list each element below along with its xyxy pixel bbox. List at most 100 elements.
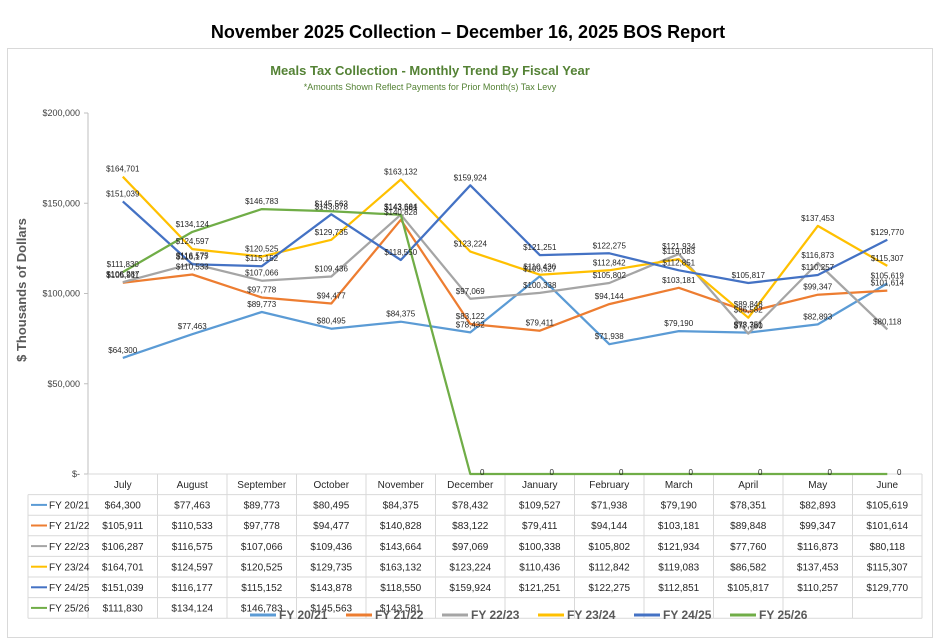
table-cell: $116,873: [797, 542, 838, 553]
data-point-label: 0: [550, 468, 555, 477]
data-point-label: $109,527: [523, 264, 557, 273]
data-point-label: $116,575: [176, 252, 209, 261]
data-point-label: $109,436: [315, 264, 349, 273]
data-point-label: $121,251: [523, 243, 557, 252]
table-cell: $137,453: [797, 562, 839, 573]
data-point-label: $143,581: [384, 203, 418, 212]
table-cell: $77,463: [174, 501, 211, 512]
table-cell: $78,351: [730, 501, 767, 512]
table-cell: $97,778: [244, 521, 281, 532]
data-point-label: $164,701: [106, 165, 140, 174]
x-category-label: December: [447, 480, 494, 491]
table-cell: $77,760: [730, 542, 767, 553]
data-point-label: $143,664: [384, 203, 418, 212]
table-cell: $143,878: [310, 583, 352, 594]
table-cell: $94,477: [313, 521, 350, 532]
table-row-series-name: FY 23/24: [49, 562, 90, 573]
data-point-label: $110,257: [801, 263, 834, 272]
table-cell: $94,144: [591, 521, 628, 532]
series-line-2526: [122, 207, 888, 476]
report-title: November 2025 Collection – December 16, …: [210, 22, 726, 42]
data-point-label: $79,411: [526, 319, 555, 328]
data-point-label: $99,347: [803, 283, 832, 292]
data-point-label: $78,351: [734, 321, 763, 330]
data-point-label: $105,802: [593, 271, 627, 280]
data-point-label: $123,224: [454, 240, 488, 249]
data-point-label: $118,550: [384, 248, 417, 257]
table-cell: $119,083: [658, 562, 699, 573]
table-cell: $124,597: [171, 562, 213, 573]
data-point-label: $101,614: [871, 279, 905, 288]
data-point-label: $64,300: [108, 346, 137, 355]
data-point-label: $79,190: [664, 319, 693, 328]
data-point-label: $100,338: [523, 281, 557, 290]
table-cell: $71,938: [591, 501, 628, 512]
table-cell: $115,152: [241, 583, 282, 594]
series-line-2122: [122, 218, 888, 332]
table-cell: $129,735: [310, 562, 352, 573]
table-cell: $159,924: [449, 583, 491, 594]
table-row-series-name: FY 25/26: [49, 604, 90, 615]
data-point-label: $89,773: [247, 300, 276, 309]
table-cell: $129,770: [866, 583, 908, 594]
table-row-series-name: FY 21/22: [49, 521, 90, 532]
y-axis-label: $ Thousands of Dollars: [14, 218, 29, 362]
table-cell: $64,300: [105, 501, 142, 512]
table-cell: $80,495: [313, 501, 350, 512]
data-point-label: $159,924: [454, 173, 488, 182]
data-point-label: $115,307: [871, 254, 904, 263]
data-point-label: $124,597: [176, 237, 210, 246]
data-point-label: 0: [480, 468, 485, 477]
table-cell: $109,436: [310, 542, 352, 553]
data-point-label: $71,938: [595, 332, 624, 341]
legend-label: FY 22/23: [471, 608, 520, 622]
table-cell: $106,287: [102, 542, 144, 553]
data-point-label: 0: [758, 468, 763, 477]
table-cell: $99,347: [800, 521, 837, 532]
table-row-series-name: FY 20/21: [49, 501, 90, 512]
data-point-label: $94,477: [317, 291, 346, 300]
data-point-label: $97,069: [456, 287, 485, 296]
table-cell: $89,773: [244, 501, 281, 512]
data-point-label: $84,375: [386, 310, 415, 319]
data-point-label: $119,083: [662, 247, 695, 256]
table-row-series-name: FY 22/23: [49, 542, 90, 553]
table-cell: $83,122: [452, 521, 489, 532]
data-point-label: $146,783: [245, 197, 279, 206]
table-cell: $100,338: [519, 542, 561, 553]
table-cell: $105,911: [102, 521, 143, 532]
data-point-label: $80,495: [317, 317, 346, 326]
series-line-2324: [121, 175, 888, 319]
table-cell: $110,436: [519, 562, 560, 573]
data-point-label: $80,118: [873, 317, 902, 326]
data-point-label: $112,851: [662, 258, 695, 267]
data-point-label: $94,144: [595, 292, 624, 301]
y-tick-label: $200,000: [42, 108, 80, 118]
chart-title: Meals Tax Collection - Monthly Trend By …: [270, 63, 590, 78]
table-cell: $110,257: [797, 583, 838, 594]
table-cell: $146,783: [241, 604, 283, 615]
data-point-label: $106,287: [106, 270, 140, 279]
table-cell: $122,275: [588, 583, 630, 594]
data-point-label: $110,533: [176, 262, 209, 271]
data-point-label: $103,181: [662, 276, 696, 285]
table-cell: $84,375: [383, 501, 420, 512]
x-category-label: February: [589, 480, 629, 491]
x-category-label: March: [665, 480, 693, 491]
data-point-label: $107,066: [245, 269, 279, 278]
data-point-label: $115,152: [245, 254, 278, 263]
y-tick-label: $50,000: [47, 379, 80, 389]
table-cell: $111,830: [103, 604, 144, 615]
data-point-label: 0: [619, 468, 624, 477]
data-point-label: $122,275: [593, 241, 627, 250]
data-point-label: $110,436: [523, 263, 556, 272]
data-point-label: $105,911: [106, 271, 139, 280]
data-point-label: $86,582: [734, 306, 763, 315]
x-category-label: November: [378, 480, 425, 491]
data-point-label: $151,039: [106, 189, 140, 198]
table-cell: $116,575: [172, 542, 213, 553]
data-point-label: $120,525: [245, 244, 279, 253]
x-category-label: July: [114, 480, 132, 491]
table-cell: $79,411: [522, 521, 558, 532]
